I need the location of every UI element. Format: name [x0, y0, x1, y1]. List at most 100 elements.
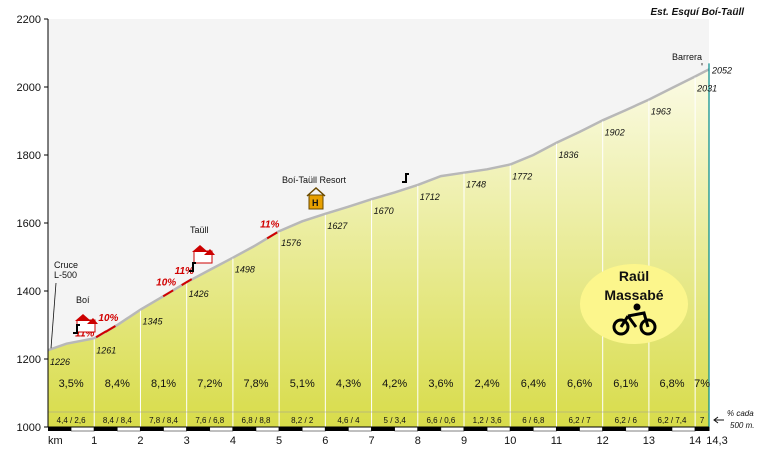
km-bar-white: [486, 426, 511, 432]
altitude-label: 2052: [711, 65, 732, 75]
altitude-label: 1627: [327, 221, 348, 231]
segment-split: 7,6 / 6,8: [195, 416, 224, 425]
x-tick-label: 5: [276, 435, 282, 447]
profile-area: 1226 1261 1345 1426 1498 1576 1627 1670 1712 1748…: [47, 63, 732, 428]
km-bar-black: [510, 427, 534, 431]
segment-split: 4,6 / 4: [337, 416, 360, 425]
segment-grade: 3,6%: [428, 378, 453, 390]
altitude-label: 2031: [696, 83, 717, 93]
gradient-ramps: 10%11%10%11%11%: [75, 219, 279, 339]
house-roof: [192, 245, 208, 252]
altitude-label: 1576: [281, 238, 301, 248]
ramp-label: 11%: [75, 328, 94, 339]
segment-grade: 8,1%: [151, 378, 176, 390]
x-tick-label: 8: [415, 435, 421, 447]
km-bar-white: [163, 426, 187, 432]
km-bar-white: [348, 426, 372, 432]
profile-outline: [47, 68, 710, 352]
x-tick-label: 11: [551, 435, 562, 447]
y-tick-label: 1000: [17, 422, 41, 434]
ramp-mark: [162, 289, 174, 298]
km-bar-black: [279, 427, 303, 431]
ramp-label: 10%: [156, 277, 176, 288]
altitude-label: 1226: [50, 357, 70, 367]
segment-grade: 4,2%: [382, 378, 407, 390]
badge-name-1: Raül: [619, 268, 649, 284]
x-tick-label: 4: [230, 435, 236, 447]
altitude-label: 1345: [142, 317, 163, 327]
segment-grade: 6,6%: [567, 378, 592, 390]
flag-icon: [402, 173, 409, 183]
km-bar-black: [417, 427, 441, 431]
chart-title: Est. Esquí Boí-Taüll: [650, 7, 744, 18]
resort-letter: H: [312, 198, 319, 208]
segment-split: 6,2 / 7,4: [658, 416, 687, 425]
place-label: L-500: [54, 270, 77, 280]
altitude-label: 1426: [189, 289, 209, 299]
resort-box: [308, 194, 324, 210]
segment-grade: 3,5%: [59, 378, 84, 390]
km-bar-black: [94, 427, 118, 431]
badge-name-2: Massabé: [604, 287, 663, 303]
x-tick-label: 7: [369, 435, 375, 447]
km-bar-black: [232, 427, 257, 431]
segment-grade: 7%: [694, 378, 710, 390]
km-bar-white: [533, 426, 557, 432]
segment-grade: 7,2%: [197, 378, 222, 390]
segment-split: 6 / 6,8: [522, 416, 545, 425]
segment-split: 1,2 / 3,6: [473, 416, 502, 425]
km-bar-black: [140, 427, 164, 431]
place-label: Barrera: [672, 52, 702, 62]
place-pointer: [50, 282, 57, 349]
segment-split: 6,6 / 0,6: [426, 416, 455, 425]
segment-grade: 5,1%: [290, 378, 315, 390]
km-bars: [48, 411, 709, 432]
segment-grade: 7,8%: [243, 378, 268, 390]
altitude-label: 1261: [96, 345, 116, 355]
x-tick-label: 14,3: [706, 435, 727, 447]
km-bar-white: [440, 426, 465, 432]
altitude-label: 1963: [651, 107, 671, 117]
ramp-mark: [104, 325, 116, 333]
km-bar-black: [602, 427, 626, 431]
altitude-label: 1772: [512, 172, 532, 182]
note-line-1: % cada: [727, 409, 754, 418]
ramp-label: 11%: [260, 219, 279, 230]
segment-split: 8,2 / 2: [291, 416, 314, 425]
segment-grade: 4,3%: [336, 378, 361, 390]
place-label: Boí-Taüll Resort: [282, 175, 347, 185]
place-label: Cruce: [54, 260, 78, 270]
note-arrow-icon: [713, 416, 724, 424]
altitude-label: 1902: [605, 127, 625, 137]
y-tick-label: 2000: [17, 82, 41, 94]
author-badge: Raül Massabé: [580, 264, 688, 344]
segment-split: 7: [700, 416, 705, 425]
ramp-mark: [266, 231, 278, 240]
ramp-mark: [95, 330, 107, 339]
place-label: Boí: [76, 295, 90, 305]
km-bar-end: [695, 427, 709, 431]
km-bar-white: [209, 426, 234, 432]
y-tick-label: 1600: [17, 218, 41, 230]
km-bar-white: [255, 426, 280, 432]
resort-roof: [306, 186, 326, 197]
segment-note: % cada 500 m.: [713, 409, 754, 430]
km-bar-white: [117, 426, 141, 432]
altitude-label: 1748: [466, 180, 486, 190]
altitude-label: 1670: [374, 206, 394, 216]
house-roof: [204, 249, 215, 255]
segment-split: 8,4 / 8,4: [103, 416, 132, 425]
segment-split: 5 / 3,4: [384, 416, 407, 425]
resort-icon: H: [306, 186, 326, 210]
y-tick-label: 2200: [17, 14, 41, 26]
segment-split: 6,8 / 8,8: [242, 416, 271, 425]
place-label: Taüll: [190, 225, 209, 235]
cyclist-icon: [612, 303, 657, 336]
segment-split: 4,4 / 2,6: [57, 416, 86, 425]
ramp-mark: [181, 278, 193, 287]
y-tick-label: 1800: [17, 150, 41, 162]
x-tick-label: 1: [91, 435, 97, 447]
